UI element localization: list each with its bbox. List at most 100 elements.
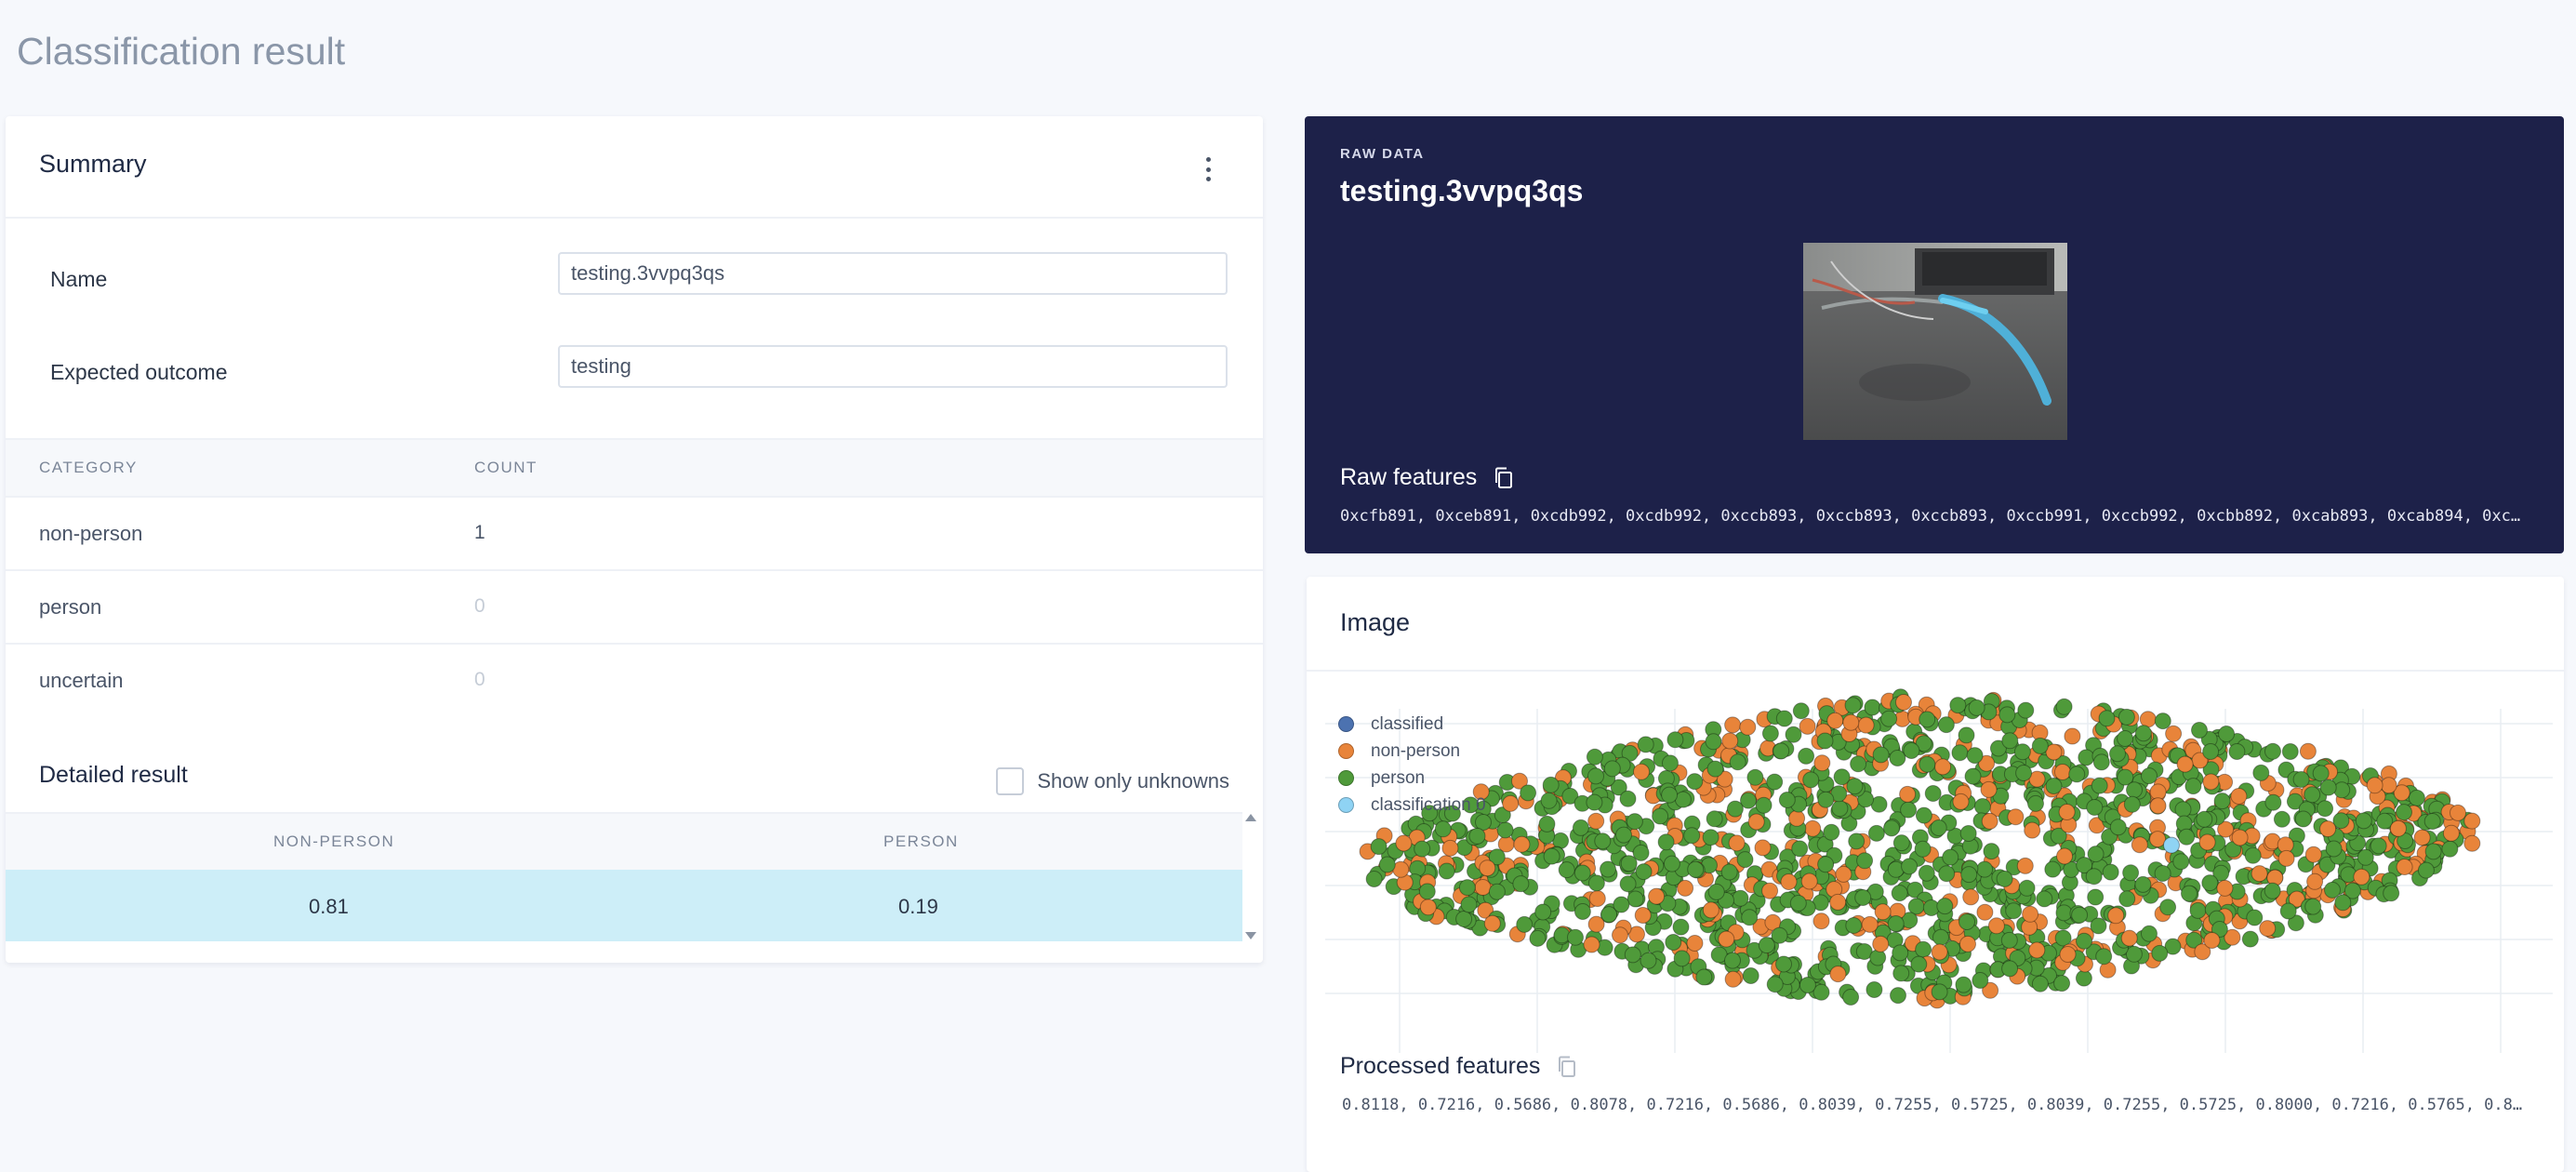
- scatter-point-person[interactable]: [1695, 968, 1713, 986]
- legend-item[interactable]: classified: [1338, 711, 1486, 738]
- scatter-point-person[interactable]: [1414, 840, 1431, 858]
- scatter-point-person[interactable]: [2312, 765, 2330, 782]
- scatter-point-person[interactable]: [1540, 792, 1558, 809]
- scatter-point-person[interactable]: [2091, 777, 2108, 794]
- scatter-point-person[interactable]: [2154, 713, 2171, 730]
- scatter-point-non-person[interactable]: [1899, 785, 1917, 803]
- scatter-point-person[interactable]: [2013, 743, 2031, 761]
- scatter-point-person[interactable]: [1844, 697, 1862, 714]
- scatter-point-person[interactable]: [1378, 856, 1396, 873]
- scatter-point-person[interactable]: [1964, 767, 1982, 785]
- more-options-icon[interactable]: [1202, 157, 1215, 181]
- scatter-point-person[interactable]: [1758, 937, 1775, 954]
- scatter-point-person[interactable]: [1488, 848, 1506, 866]
- scatter-point-person[interactable]: [1615, 826, 1632, 844]
- scatter-point-person[interactable]: [2134, 875, 2152, 893]
- scatter-point-non-person[interactable]: [2319, 820, 2337, 838]
- scatter-point-person[interactable]: [1973, 798, 1991, 815]
- scatter-point-person[interactable]: [1520, 784, 1537, 802]
- scatter-point-non-person[interactable]: [2176, 755, 2194, 773]
- scatter-point-non-person[interactable]: [2450, 804, 2466, 821]
- scatter-point-person[interactable]: [1573, 903, 1591, 920]
- scatter-point-person[interactable]: [2228, 743, 2246, 760]
- scatter-point-person[interactable]: [1687, 860, 1705, 878]
- scatter-point-person[interactable]: [1683, 827, 1701, 845]
- scatter-point-person[interactable]: [2292, 771, 2310, 788]
- scatter-point-person[interactable]: [1792, 702, 1810, 720]
- table-row[interactable]: 0.81 0.19: [6, 870, 1242, 941]
- scatter-point-non-person[interactable]: [1728, 834, 1746, 852]
- scatter-point-person[interactable]: [2286, 792, 2304, 810]
- scatter-point-non-person[interactable]: [2149, 797, 2167, 815]
- scatter-point-person[interactable]: [1666, 731, 1684, 749]
- scatter-point-non-person[interactable]: [1959, 935, 1976, 952]
- scatter-point-person[interactable]: [1831, 800, 1849, 818]
- scatter-point-person[interactable]: [2264, 742, 2281, 760]
- scatter-point-person[interactable]: [1455, 911, 1473, 927]
- scatter-point-classification-0[interactable]: [2163, 836, 2180, 854]
- scatter-point-person[interactable]: [1959, 825, 1977, 842]
- scatter-point-non-person[interactable]: [1754, 839, 1772, 857]
- scatter-point-non-person[interactable]: [2058, 804, 2076, 820]
- scatter-point-person[interactable]: [1746, 768, 1764, 786]
- scatter-point-person[interactable]: [2224, 841, 2242, 859]
- scatter-point-non-person[interactable]: [2288, 890, 2305, 908]
- scatter-point-person[interactable]: [1662, 754, 1679, 772]
- scatter-point-person[interactable]: [2118, 708, 2135, 726]
- scatter-point-non-person[interactable]: [1677, 879, 1694, 897]
- scatter-point-person[interactable]: [1890, 987, 1906, 1005]
- scatter-point-person[interactable]: [1766, 976, 1784, 993]
- scatter-point-non-person[interactable]: [1976, 903, 1994, 921]
- scatter-point-person[interactable]: [2252, 764, 2270, 781]
- scatter-point-non-person[interactable]: [2277, 849, 2295, 867]
- scatter-point-person[interactable]: [1942, 848, 1959, 866]
- scatter-point-non-person[interactable]: [1419, 899, 1437, 916]
- scatter-point-non-person[interactable]: [1813, 754, 1831, 772]
- scatter-point-person[interactable]: [2408, 789, 2425, 806]
- scatter-point-person[interactable]: [1594, 832, 1612, 850]
- scatter-point-non-person[interactable]: [1829, 893, 1847, 911]
- name-field[interactable]: [558, 252, 1228, 295]
- scatter-point-non-person[interactable]: [1612, 926, 1628, 944]
- scatter-point-non-person[interactable]: [2224, 928, 2241, 946]
- scatter-point-person[interactable]: [1673, 950, 1691, 967]
- scatter-point-person[interactable]: [2174, 801, 2192, 819]
- scatter-point-non-person[interactable]: [1721, 732, 1739, 750]
- scatter-point-person[interactable]: [2055, 698, 2073, 715]
- scatter-point-non-person[interactable]: [1724, 716, 1742, 734]
- copy-icon[interactable]: [1557, 1056, 1577, 1078]
- scatter-point-person[interactable]: [1766, 773, 1784, 791]
- scatter-point-non-person[interactable]: [2028, 941, 2046, 959]
- scatter-point-person[interactable]: [2071, 906, 2089, 924]
- scatter-point-person[interactable]: [1558, 861, 1575, 879]
- scatter-point-person[interactable]: [1955, 976, 1972, 993]
- scatter-point-non-person[interactable]: [2024, 821, 2041, 839]
- scatter-point-person[interactable]: [2397, 832, 2414, 849]
- scatter-point-person[interactable]: [1931, 983, 1948, 1001]
- scatter-point-non-person[interactable]: [2231, 829, 2249, 846]
- scatter-point-person[interactable]: [2287, 914, 2304, 932]
- scatter-point-person[interactable]: [1823, 823, 1840, 841]
- scatter-point-person[interactable]: [1706, 810, 1723, 828]
- scatter-point-person[interactable]: [1538, 815, 1556, 832]
- scatter-point-non-person[interactable]: [1861, 915, 1879, 933]
- scatter-point-person[interactable]: [2317, 800, 2334, 818]
- scatter-point-person[interactable]: [2318, 856, 2336, 873]
- scatter-point-person[interactable]: [2424, 843, 2442, 860]
- scatter-point-person[interactable]: [2184, 778, 2202, 795]
- scatter-point-person[interactable]: [1610, 779, 1627, 796]
- scatter-point-non-person[interactable]: [2007, 808, 2025, 826]
- scatter-point-person[interactable]: [2196, 810, 2213, 828]
- scatter-point-person[interactable]: [2092, 753, 2110, 771]
- scatter-point-non-person[interactable]: [2194, 943, 2211, 961]
- scatter-point-non-person[interactable]: [2139, 711, 2157, 728]
- scatter-point-person[interactable]: [1488, 883, 1506, 900]
- scatter-point-person[interactable]: [1771, 926, 1788, 944]
- scatter-point-person[interactable]: [1949, 697, 1967, 714]
- scatter-point-non-person[interactable]: [2353, 868, 2370, 886]
- scatter-point-person[interactable]: [1930, 819, 1947, 836]
- scatter-point-person[interactable]: [2076, 932, 2092, 950]
- scatter-point-non-person[interactable]: [1588, 890, 1606, 907]
- expected-outcome-field[interactable]: [558, 345, 1228, 388]
- scatter-point-person[interactable]: [1657, 833, 1675, 851]
